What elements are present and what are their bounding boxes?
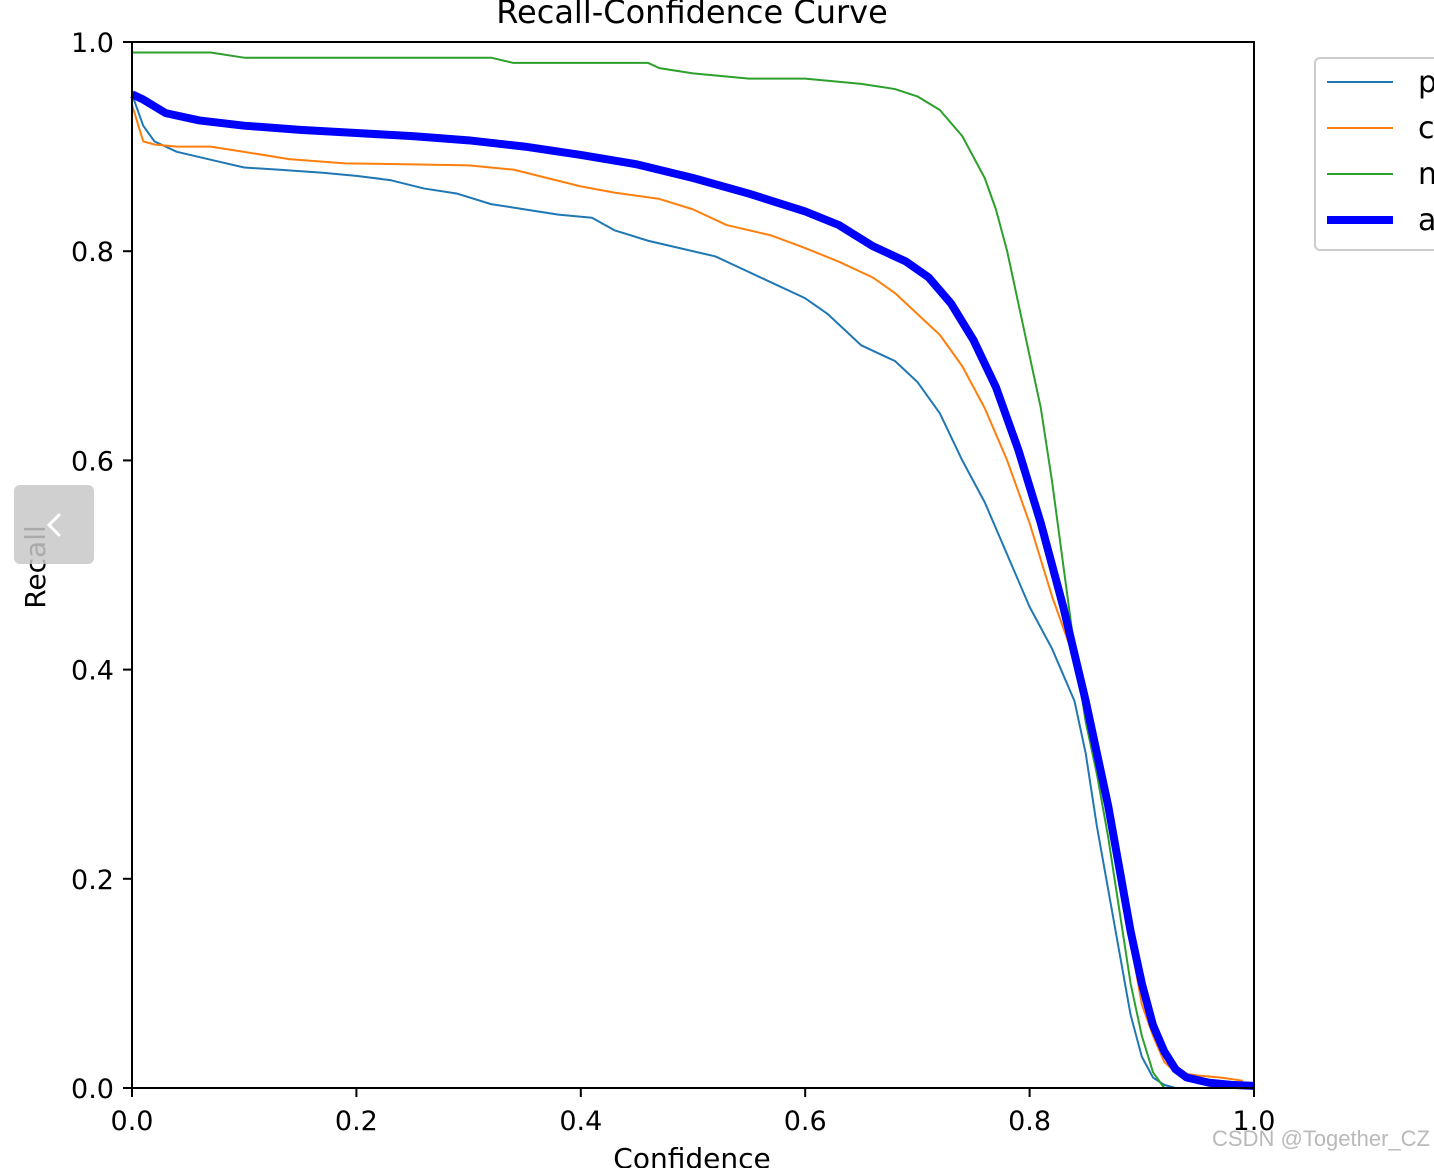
- x-tick-label: 0.8: [1008, 1106, 1051, 1137]
- legend-box: [1314, 57, 1434, 251]
- y-tick-label: 0.2: [71, 865, 114, 896]
- legend-label-a: a: [1418, 203, 1434, 238]
- legend-label-c: c: [1418, 111, 1434, 146]
- chart-title: Recall-Confidence Curve: [496, 0, 888, 31]
- y-tick-label: 1.0: [71, 28, 114, 59]
- x-tick-label: 0.4: [559, 1106, 602, 1137]
- legend-label-n: n: [1418, 157, 1434, 192]
- previous-image-button[interactable]: [14, 485, 94, 564]
- series-line-p: [131, 93, 1176, 1089]
- chevron-left-icon: [46, 513, 61, 537]
- y-axis: 0.0 0.2 0.4 0.6 0.8 1.0: [71, 28, 132, 1105]
- x-tick-label: 0.2: [335, 1106, 378, 1137]
- x-tick-label: 1.0: [1233, 1106, 1276, 1137]
- legend-label-p: p: [1418, 65, 1434, 100]
- y-tick-label: 0.0: [71, 1074, 114, 1105]
- y-tick-label: 0.8: [71, 237, 114, 268]
- series-lines: [130, 51, 1255, 1090]
- x-axis: 0.0 0.2 0.4 0.6 0.8 1.0: [111, 1088, 1276, 1137]
- series-line-a: [130, 90, 1255, 1090]
- series-line-n: [132, 51, 1166, 1089]
- plot-frame: [131, 41, 1255, 1089]
- x-tick-label: 0.6: [784, 1106, 827, 1137]
- series-line-c: [131, 104, 1243, 1082]
- x-tick-label: 0.0: [111, 1106, 154, 1137]
- y-tick-label: 0.6: [71, 446, 114, 477]
- x-axis-title: Confidence: [613, 1142, 770, 1168]
- y-tick-label: 0.4: [71, 656, 114, 687]
- watermark: CSDN @Together_CZ: [1212, 1126, 1430, 1151]
